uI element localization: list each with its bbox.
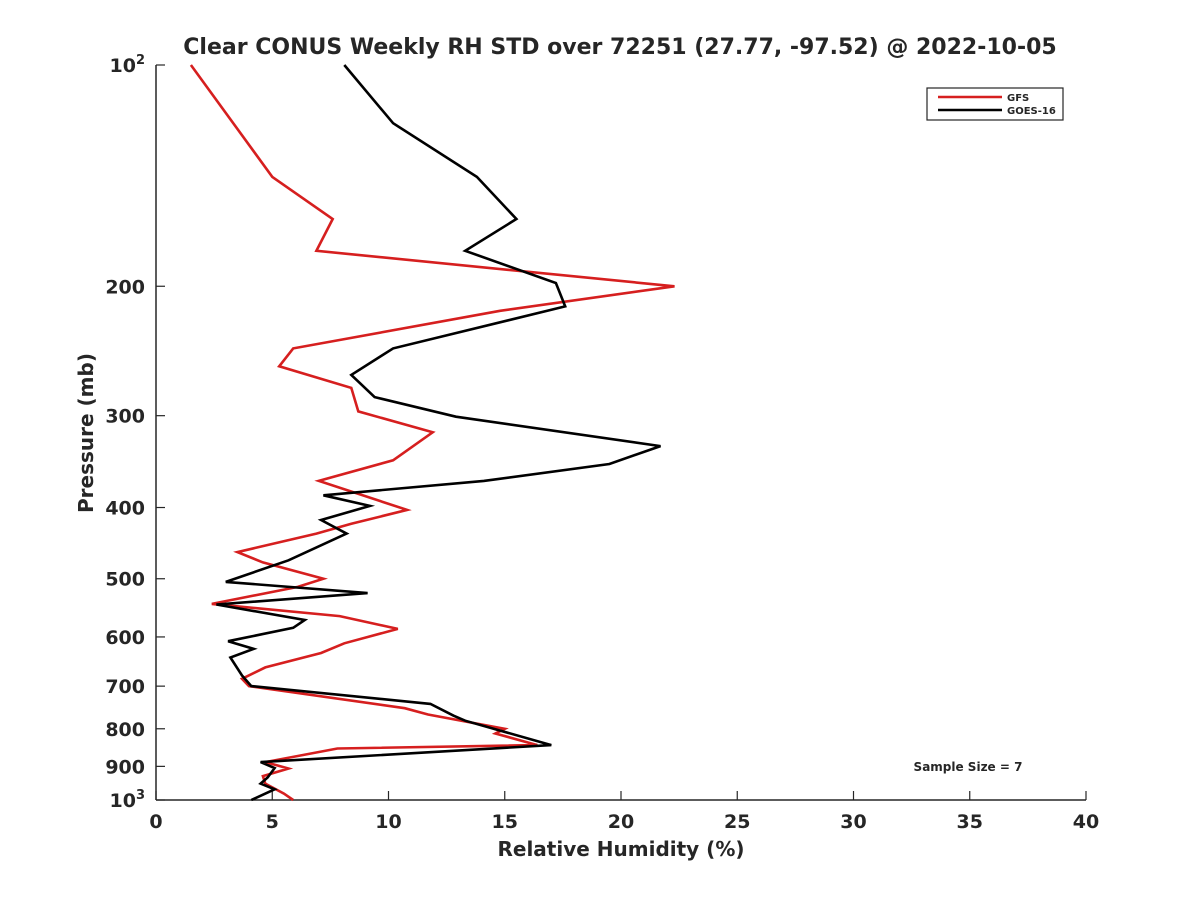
x-tick-label: 25 <box>724 811 750 833</box>
x-tick-label: 30 <box>840 811 866 833</box>
sample-size-annotation: Sample Size = 7 <box>914 760 1023 774</box>
x-tick-label: 10 <box>375 811 401 833</box>
y-tick-label: 600 <box>105 627 145 649</box>
legend: GFS GOES-16 <box>926 87 1064 121</box>
y-tick-label: 900 <box>105 756 145 778</box>
y-tick-label: 200 <box>105 276 145 298</box>
x-tick-label: 5 <box>266 811 279 833</box>
x-tick-label: 40 <box>1073 811 1099 833</box>
y-tick-label: 103 <box>110 788 146 812</box>
series-line-goes-16 <box>216 64 661 802</box>
x-axis-label: Relative Humidity (%) <box>497 837 744 861</box>
chart-title: Clear CONUS Weekly RH STD over 72251 (27… <box>183 35 1056 60</box>
plot-axes: 0 5 10 15 20 25 30 35 40 102 200 300 400 500 600 700 800… <box>105 53 1099 833</box>
series-line-gfs <box>189 64 675 802</box>
legend-label: GFS <box>1007 93 1029 104</box>
y-tick-label: 300 <box>105 406 145 428</box>
legend-label: GOES-16 <box>1007 106 1056 117</box>
series-layer <box>189 64 675 802</box>
x-tick-label: 20 <box>608 811 634 833</box>
y-tick-label: 700 <box>105 676 145 698</box>
y-tick-label: 500 <box>105 569 145 591</box>
legend-box <box>926 87 1064 121</box>
y-axis-label: Pressure (mb) <box>74 353 98 513</box>
x-tick-label: 0 <box>149 811 162 833</box>
x-tick-label: 15 <box>492 811 518 833</box>
x-tick-label: 35 <box>957 811 983 833</box>
y-tick-label: 102 <box>110 53 146 77</box>
y-tick-label: 800 <box>105 719 145 741</box>
y-tick-label: 400 <box>105 498 145 520</box>
